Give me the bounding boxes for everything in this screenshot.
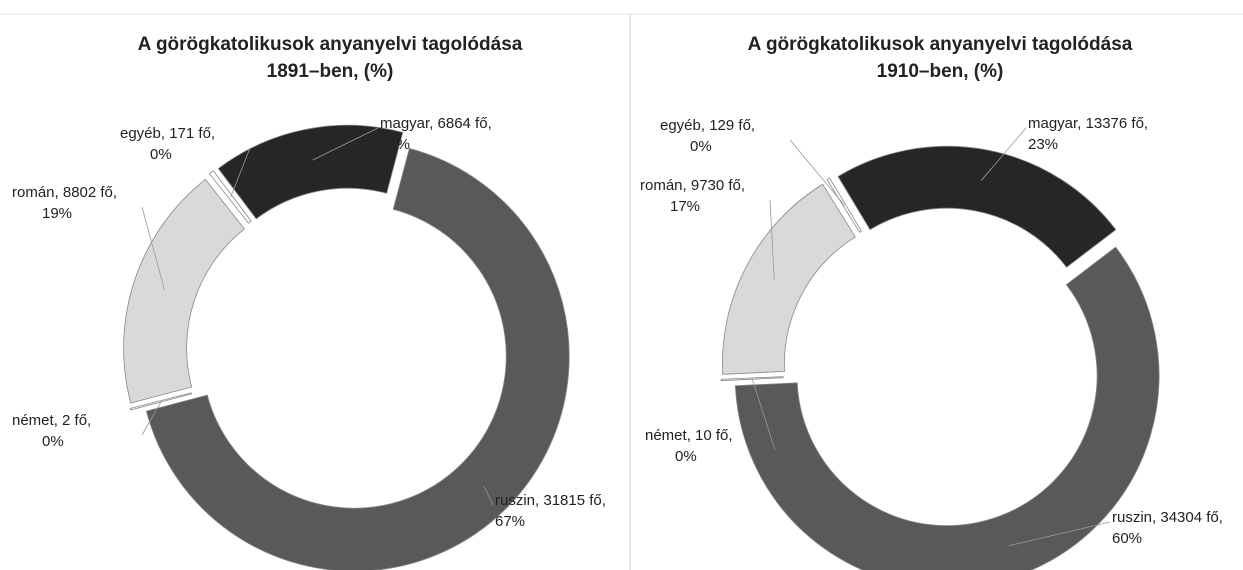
data-label-line: ruszin, 34304 fő,	[1112, 509, 1223, 526]
data-label-line: 14%	[380, 136, 410, 153]
data-label-line: magyar, 6864 fő,	[380, 115, 492, 132]
data-label: román, 8802 fő, 19%	[12, 184, 117, 222]
slice	[734, 246, 1160, 570]
data-label-line: 19%	[42, 205, 72, 222]
leader-line	[230, 147, 251, 198]
data-label-line: román, 8802 fő,	[12, 184, 117, 201]
data-label: magyar, 13376 fő, 23%	[1028, 115, 1148, 153]
data-label-line: 60%	[1112, 530, 1142, 547]
leader-line	[141, 401, 162, 436]
data-label-line: 67%	[495, 513, 525, 530]
slice	[145, 147, 570, 570]
data-label-line: ruszin, 31815 fő,	[495, 492, 606, 509]
leader-line	[980, 127, 1027, 181]
leader-line	[751, 378, 776, 451]
data-label-line: német, 2 fő,	[12, 412, 91, 429]
data-label: ruszin, 31815 fő, 67%	[495, 492, 606, 530]
data-label: német, 2 fő, 0%	[12, 412, 91, 450]
leader-line	[312, 127, 379, 161]
slice	[217, 124, 404, 220]
slice	[721, 183, 856, 375]
leader-line	[769, 199, 775, 281]
data-label-line: 17%	[670, 198, 700, 215]
slice	[123, 178, 245, 404]
slice	[129, 392, 192, 411]
data-label-line: 23%	[1028, 136, 1058, 153]
leader-line	[1008, 521, 1111, 547]
data-label-line: 0%	[150, 146, 172, 163]
data-label-line: egyéb, 171 fő,	[120, 125, 215, 142]
slice	[720, 376, 784, 382]
data-label-line: román, 9730 fő,	[640, 177, 745, 194]
chart-title: A görögkatolikusok anyanyelvi tagolódása	[138, 34, 523, 55]
leader-line	[141, 206, 165, 291]
data-label: egyéb, 129 fő, 0%	[660, 117, 755, 155]
data-label: ruszin, 34304 fő, 60%	[1112, 509, 1223, 547]
data-label-line: egyéb, 129 fő,	[660, 117, 755, 134]
leader-line	[483, 485, 494, 506]
data-label: magyar, 6864 fő, 14%	[380, 115, 492, 153]
data-label: német, 10 fő, 0%	[645, 427, 733, 465]
chart-title: 1891–ben, (%)	[267, 61, 394, 82]
data-label: román, 9730 fő, 17%	[640, 177, 745, 215]
data-label-line: német, 10 fő,	[645, 427, 733, 444]
slice	[837, 145, 1117, 268]
data-label-line: 0%	[690, 138, 712, 155]
data-label-line: magyar, 13376 fő,	[1028, 115, 1148, 132]
data-label-line: 0%	[42, 433, 64, 450]
chart-title: 1910–ben, (%)	[877, 61, 1004, 82]
data-label: egyéb, 171 fő, 0%	[120, 125, 215, 163]
chart-title: A görögkatolikusok anyanyelvi tagolódása	[748, 34, 1133, 55]
data-label-line: 0%	[675, 448, 697, 465]
leader-line	[789, 139, 845, 206]
